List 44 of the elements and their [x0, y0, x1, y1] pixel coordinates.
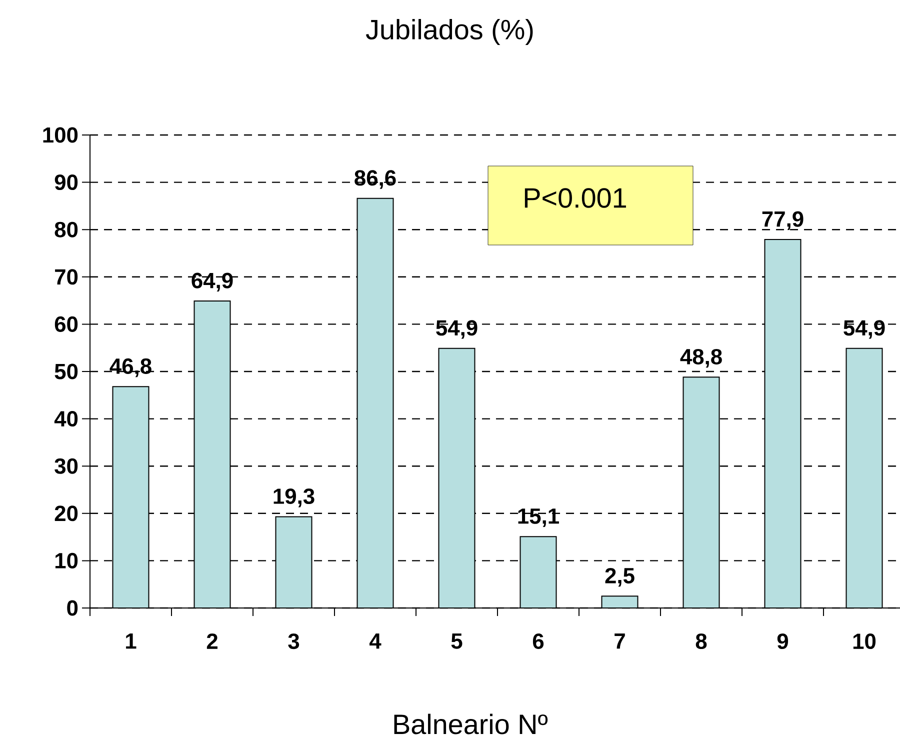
x-tick-label: 6	[532, 634, 544, 650]
data-label: 48,8	[680, 348, 722, 368]
x-tick-label: 2	[206, 634, 218, 649]
y-tick-label: 50	[54, 364, 78, 380]
x-tick-label: 5	[451, 634, 462, 649]
y-tick-label: 10	[55, 552, 78, 568]
bar	[194, 301, 230, 608]
y-tick-label: 30	[54, 458, 78, 474]
chart-title: Jubilados (%)	[366, 19, 533, 45]
data-label: 15,1	[518, 508, 559, 528]
x-tick-label: 9	[777, 634, 788, 650]
bar	[438, 348, 475, 608]
data-label: 86,6	[354, 170, 396, 189]
data-label: 19,3	[274, 488, 314, 508]
y-tick-label: 0	[67, 600, 78, 616]
x-tick-label: 3	[288, 634, 300, 650]
x-axis-title: Balneario Nº	[394, 714, 548, 734]
data-label: 46,8	[110, 358, 152, 378]
x-tick-label: 7	[614, 634, 625, 649]
y-tick-label: 90	[54, 174, 78, 190]
x-tick-label: 8	[696, 634, 707, 650]
data-label: 77,9	[762, 211, 804, 230]
y-tick-label: 20	[54, 506, 78, 522]
bar	[112, 386, 149, 608]
y-tick-label: 60	[54, 316, 78, 332]
y-tick-label: 40	[54, 411, 78, 427]
y-tick-label: 100	[43, 127, 78, 143]
data-label: 54,9	[844, 320, 885, 339]
data-label: 54,9	[436, 320, 478, 339]
bar	[683, 377, 720, 608]
bar	[276, 516, 312, 608]
data-label: 2,5	[605, 568, 634, 587]
x-tick-label: 10	[853, 634, 876, 650]
annotation: P<0.001	[524, 188, 626, 208]
data-label: 64,9	[192, 272, 233, 292]
x-tick-label: 1	[126, 634, 136, 649]
y-tick-label: 70	[55, 269, 78, 285]
bar	[846, 348, 883, 608]
x-tick-label: 4	[369, 634, 382, 649]
bar	[357, 198, 394, 608]
bar	[764, 240, 801, 608]
bar	[602, 596, 638, 608]
y-tick-label: 80	[54, 222, 78, 238]
bar	[520, 536, 556, 608]
